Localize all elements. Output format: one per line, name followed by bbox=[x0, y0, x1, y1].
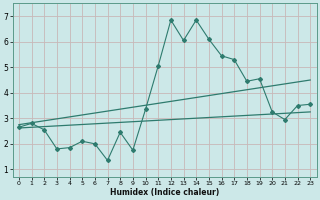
X-axis label: Humidex (Indice chaleur): Humidex (Indice chaleur) bbox=[110, 188, 219, 197]
